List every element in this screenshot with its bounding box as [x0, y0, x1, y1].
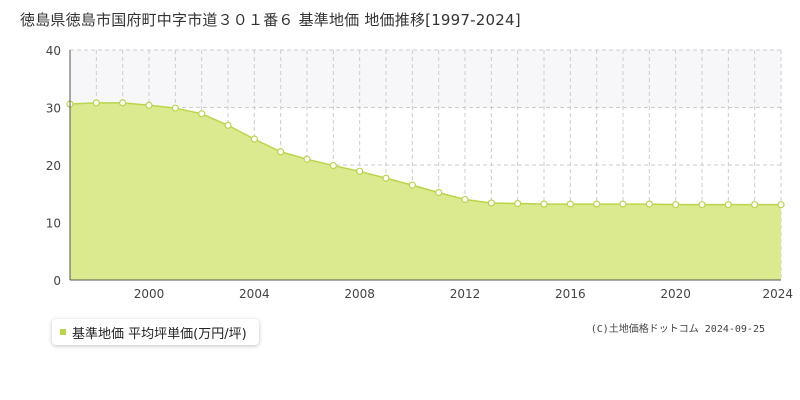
chart-title: 徳島県徳島市国府町中字市道３０１番６ 基準地価 地価推移[1997-2024]	[20, 11, 521, 29]
data-point	[329, 161, 337, 170]
data-point	[435, 189, 443, 197]
y-tick-label: 10	[46, 217, 61, 231]
data-point	[92, 99, 100, 107]
data-point	[250, 135, 258, 143]
x-tick-label: 2016	[555, 287, 586, 301]
x-tick-label: 2020	[660, 287, 691, 301]
series-area	[70, 102, 781, 281]
x-tick-label: 2012	[450, 287, 481, 301]
x-tick-label: 2000	[134, 287, 165, 301]
data-point	[777, 201, 785, 209]
x-tick-label: 2024	[762, 287, 793, 301]
data-point	[724, 201, 732, 209]
data-point	[514, 199, 522, 208]
legend-marker	[60, 329, 66, 335]
data-point	[171, 104, 179, 112]
legend: 基準地価 平均坪単価(万円/坪)	[52, 319, 259, 345]
data-point	[277, 148, 285, 156]
data-point	[145, 101, 153, 109]
y-tick-label: 30	[46, 102, 61, 116]
data-point	[487, 199, 495, 207]
data-point	[698, 201, 706, 209]
copyright-text: (C)土地価格ドットコム 2024-09-25	[590, 324, 765, 335]
data-point	[303, 155, 311, 163]
x-tick-label: 2008	[344, 287, 375, 301]
data-point	[119, 99, 127, 107]
data-point	[619, 200, 627, 208]
data-point	[461, 195, 469, 204]
y-tick-label: 20	[46, 159, 61, 173]
y-band	[70, 50, 781, 108]
data-point	[540, 200, 548, 208]
y-tick-label: 40	[46, 44, 61, 58]
data-point	[198, 110, 206, 118]
data-point	[645, 200, 653, 208]
data-point	[593, 200, 601, 208]
legend-label: 基準地価 平均坪単価(万円/坪)	[72, 326, 247, 342]
data-point	[566, 200, 574, 208]
data-point	[408, 181, 416, 189]
data-point	[672, 201, 680, 209]
data-point	[224, 121, 232, 129]
data-point	[356, 167, 364, 175]
x-tick-label: 2004	[239, 287, 270, 301]
data-point	[382, 174, 390, 182]
y-tick-label: 0	[53, 274, 61, 288]
data-point	[751, 201, 759, 209]
series-line	[69, 102, 781, 206]
